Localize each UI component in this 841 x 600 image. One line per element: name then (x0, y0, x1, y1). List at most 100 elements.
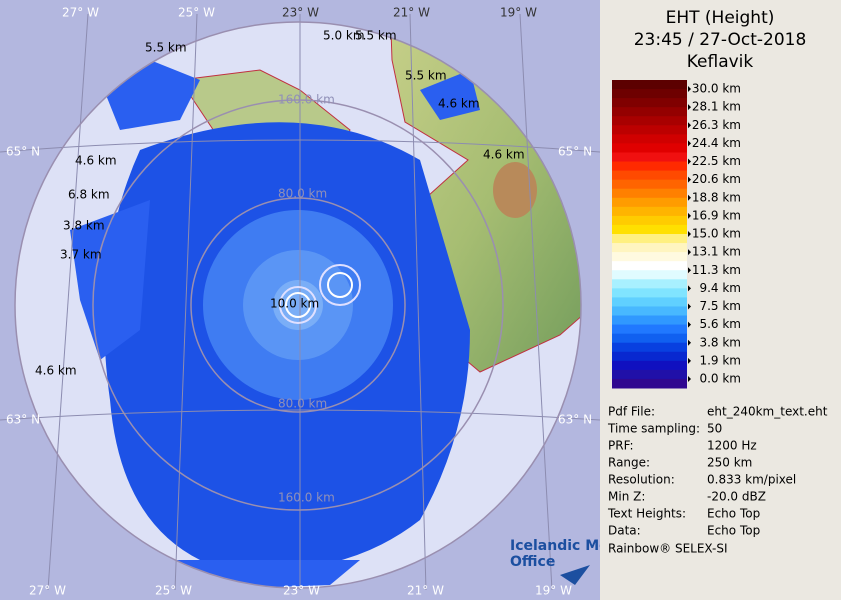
footer: Rainbow® SELEX-SI (608, 542, 728, 556)
info-key: Text Heights: (607, 507, 686, 521)
color-band (612, 125, 687, 135)
legend-label: 3.8 km (699, 335, 741, 349)
legend-tick (688, 376, 691, 382)
legend-label: 0.0 km (699, 372, 741, 386)
legend-tick (688, 176, 691, 183)
info-value: eht_240km_text.eht (707, 405, 828, 419)
color-band (612, 243, 687, 253)
color-band (612, 188, 687, 199)
legend-label: 16.9 km (692, 208, 741, 222)
legend-tick (688, 231, 691, 237)
lon-label: 19° W (535, 584, 572, 598)
legend-tick (688, 194, 691, 201)
lon-label: 25° W (155, 584, 192, 598)
color-band (612, 252, 687, 262)
range-label: 80.0 km (278, 187, 327, 201)
height-label: 5.0 km (323, 29, 365, 43)
height-label: 4.6 km (75, 154, 117, 168)
lat-label: 65° N (558, 145, 592, 159)
legend-label: 26.3 km (692, 118, 741, 132)
legend-tick (688, 104, 691, 111)
color-band (612, 143, 687, 153)
color-band (612, 279, 687, 289)
lon-label: 19° W (500, 6, 537, 20)
info-key: Time sampling: (607, 422, 700, 436)
legend-label: 1.9 km (699, 353, 741, 367)
legend-label: 18.8 km (692, 190, 741, 204)
lon-label: 21° W (407, 584, 444, 598)
range-label: 160.0 km (278, 491, 335, 505)
height-label: 5.5 km (405, 69, 447, 83)
radar-map: 27° W 25° W 21° W 19° W 23° W 27° W 25° … (0, 0, 600, 600)
info-key: Min Z: (608, 490, 645, 504)
color-band (612, 270, 687, 280)
color-bar: 30.0 km 28.1 km 26.3 km 24.4 km 22.5 km 20.6 … (612, 80, 741, 389)
color-band (612, 324, 687, 335)
color-band (612, 351, 687, 362)
height-label: 6.8 km (68, 188, 110, 202)
range-label: 80.0 km (278, 397, 327, 411)
legend-tick (688, 303, 691, 310)
color-band (612, 116, 687, 126)
range-rings (14, 21, 582, 589)
lon-label: 21° W (393, 6, 430, 20)
info-key: Pdf File: (608, 405, 655, 419)
color-band (612, 98, 687, 108)
legend-tick (688, 267, 691, 274)
height-label: 3.7 km (60, 248, 102, 262)
legend-tick (688, 158, 691, 165)
logo-text: Office (510, 554, 555, 570)
color-band (612, 288, 687, 298)
lon-label: 23° W (283, 584, 320, 598)
info-value: 250 km (707, 456, 752, 470)
lat-label: 65° N (6, 145, 40, 159)
legend-label: 28.1 km (692, 100, 741, 114)
height-label: 4.6 km (438, 97, 480, 111)
info-value: Echo Top (707, 524, 760, 538)
legend-label: 7.5 km (699, 299, 741, 313)
height-label: 5.5 km (355, 29, 397, 43)
lat-label: 63° N (6, 413, 40, 427)
site: Keflavik (687, 52, 754, 72)
legend-tick (688, 285, 691, 292)
color-band (612, 261, 687, 271)
legend-tick (688, 357, 691, 364)
color-band (612, 215, 687, 226)
color-band (612, 134, 687, 144)
info-key: Data: (608, 524, 641, 538)
color-band (612, 80, 687, 90)
range-label: 160.0 km (278, 93, 335, 107)
legend-label: 9.4 km (699, 281, 741, 295)
logo-text: Icelandic Met (510, 538, 600, 554)
color-band (612, 306, 687, 317)
legend-label: 20.6 km (692, 172, 741, 186)
logo-mark (560, 565, 590, 585)
color-band (612, 378, 687, 389)
legend-label: 11.3 km (692, 263, 741, 277)
height-label: 4.6 km (483, 148, 525, 162)
color-band (612, 369, 687, 380)
info-key: Range: (608, 456, 650, 470)
color-band (612, 161, 687, 172)
range-label: 10.0 km (270, 297, 319, 311)
color-band (612, 234, 687, 244)
color-band (612, 333, 687, 344)
legend-tick (688, 321, 691, 328)
info-value: Echo Top (707, 507, 760, 521)
legend-label: 22.5 km (692, 154, 741, 168)
legend-tick (688, 86, 691, 92)
color-band (612, 315, 687, 326)
height-label: 5.5 km (145, 41, 187, 55)
side-panel: EHT (Height) 23:45 / 27-Oct-2018 Keflavi… (607, 8, 828, 556)
legend-tick (688, 249, 691, 256)
color-band (612, 197, 687, 208)
legend-label: 13.1 km (692, 245, 741, 259)
color-band (612, 297, 687, 307)
lat-label: 63° N (558, 413, 592, 427)
info-value: 0.833 km/pixel (707, 473, 796, 487)
legend-label: 15.0 km (692, 227, 741, 241)
land-high (493, 162, 537, 218)
color-band (612, 170, 687, 181)
legend-tick (688, 122, 691, 129)
